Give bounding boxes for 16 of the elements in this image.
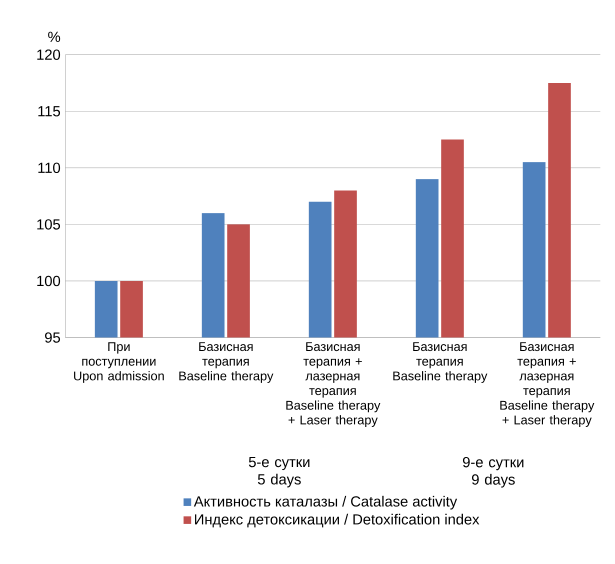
y-tick-label: 100 — [37, 276, 60, 286]
legend-label: Активность каталазы / Catalase activity — [194, 496, 458, 510]
x-tick-label: Базисная терапия + лазерная терапия Baseline therapy + Laser therapy — [500, 342, 594, 427]
y-tick-label: 120 — [37, 49, 60, 60]
y-tick-label: 110 — [38, 162, 60, 173]
x-tick-label: Базисная терапия + лазерная терапия Baseline therapy + Laser therapy — [286, 342, 380, 427]
text: 5-е сутки 5 days — [248, 456, 310, 488]
legend-label: Индекс детоксикации / Detoxification index — [195, 514, 480, 528]
text: 9-е сутки 9 days — [462, 456, 524, 488]
x-tick-label: Базисная терапия Baseline therapy — [393, 342, 488, 383]
y-tick-label: 115 — [38, 106, 60, 116]
x-tick-label: Базисная терапия Baseline therapy — [179, 342, 274, 383]
y-tick-label: 105 — [37, 219, 60, 230]
x-tick-label: При поступлении Upon admission — [74, 342, 164, 383]
y-axis-title: % — [48, 32, 60, 42]
y-tick-label: 95 — [45, 332, 60, 343]
